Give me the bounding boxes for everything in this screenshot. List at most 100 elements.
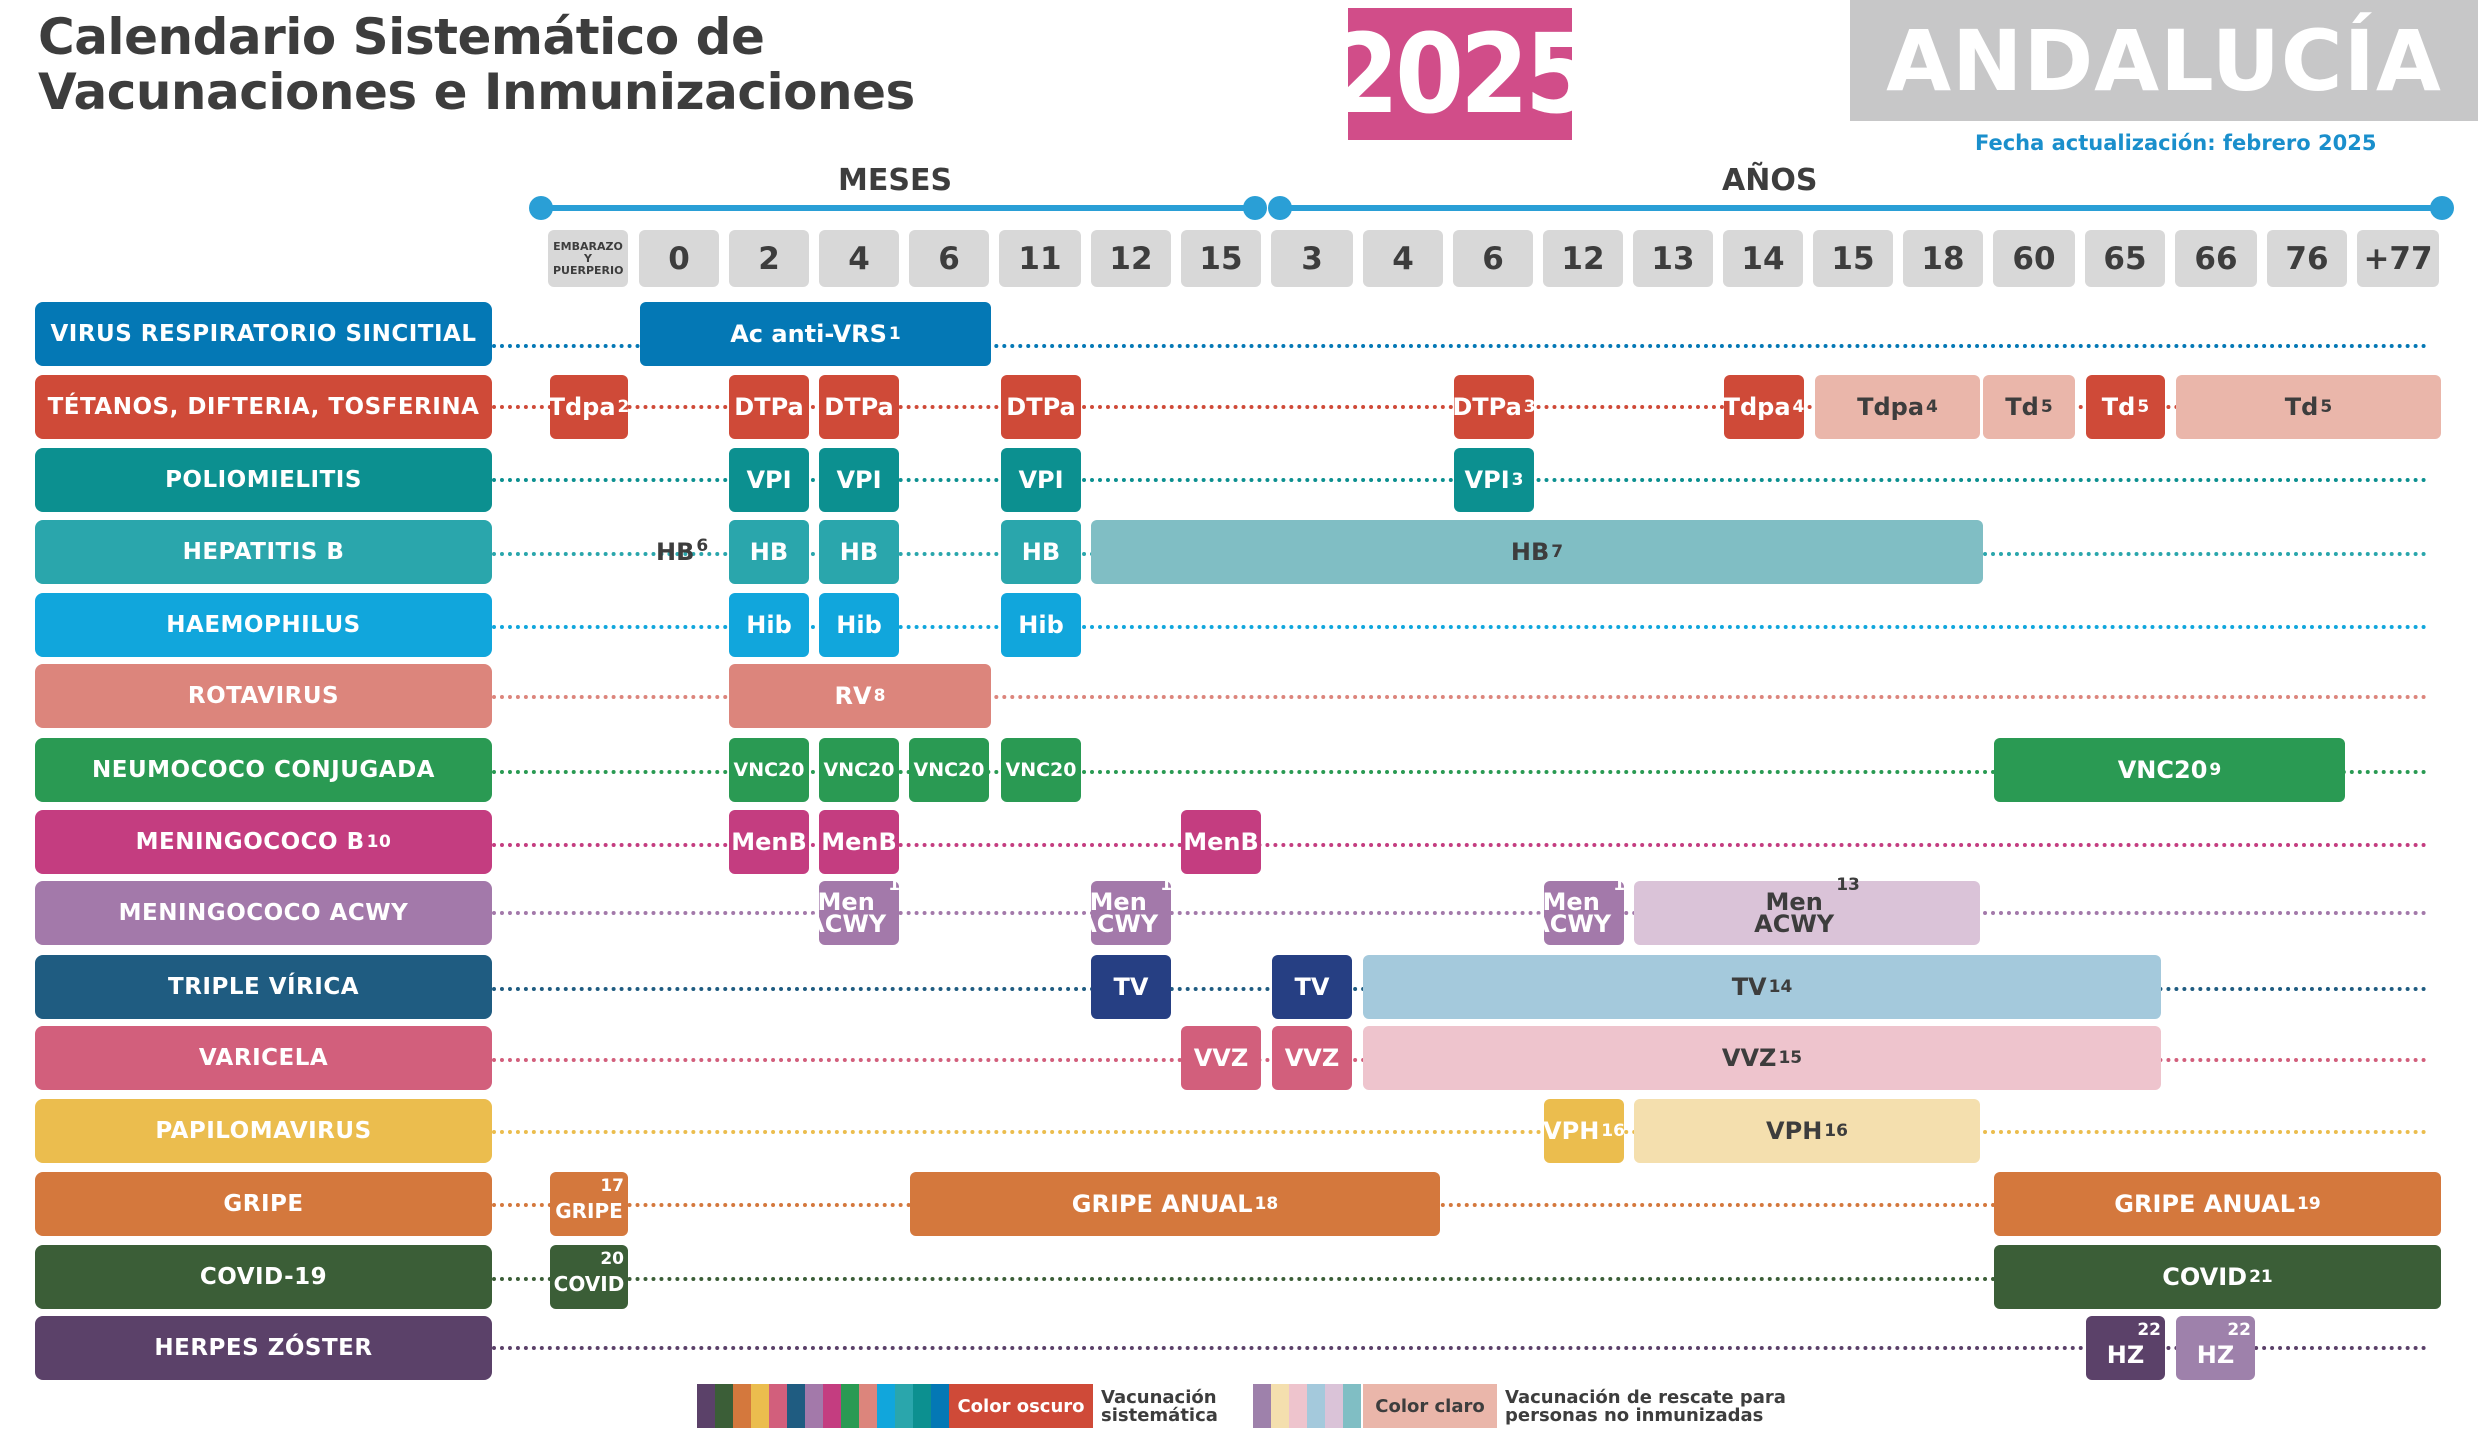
tick-year: 15	[1813, 230, 1893, 287]
vaccine-vph: VPH 16	[1543, 1099, 1625, 1163]
year-badge: 2025	[1330, 8, 1594, 140]
legend-swatch	[805, 1384, 823, 1428]
row-label-hepatitis-b: HEPATITIS B	[35, 520, 492, 584]
vaccine-hb: HB	[729, 520, 809, 584]
tick-month: 6	[909, 230, 989, 287]
legend-swatch	[733, 1384, 751, 1428]
vaccine-tv: TV	[1091, 955, 1171, 1019]
row-line	[492, 770, 2428, 774]
vaccine-vrs: Ac anti-VRS 1	[640, 302, 991, 366]
vaccine-hz: HZ 22	[2086, 1316, 2165, 1380]
vaccine-hb: HB	[1001, 520, 1081, 584]
region-banner: ANDALUCÍA	[1850, 0, 2478, 121]
axis-dot	[2430, 196, 2454, 220]
row-label-triple-virica: TRIPLE VÍRICA	[35, 955, 492, 1019]
axis-dot	[529, 196, 553, 220]
vaccine-hb: HB	[819, 520, 899, 584]
vaccine-vpi-6-anos: VPI 3	[1454, 448, 1534, 512]
page-title: Calendario Sistemático de Vacunaciones e…	[38, 10, 915, 120]
tick-year: 60	[1993, 230, 2075, 287]
vaccine-men-acwy: Men ACWY 11	[806, 877, 912, 945]
row-label-covid: COVID-19	[35, 1245, 492, 1309]
legend-swatch	[787, 1384, 805, 1428]
vaccine-dtpa-6-anos: DTPa 3	[1452, 375, 1536, 439]
vaccine-men-acwy-12-anos: Men ACWY 13	[1531, 877, 1637, 945]
tick-year: +77	[2357, 230, 2439, 287]
legend-swatch	[1271, 1384, 1289, 1428]
title-line-2: Vacunaciones e Inmunizaciones	[38, 63, 915, 121]
vaccine-tv: TV	[1272, 955, 1352, 1019]
vaccine-hib: Hib	[1001, 593, 1081, 657]
vaccine-men-acwy-rescate: Men ACWY 13	[1634, 877, 1980, 945]
vaccine-vnc20: VNC20	[819, 738, 899, 802]
tick-month: 12	[1091, 230, 1171, 287]
vaccine-menb: MenB	[729, 810, 809, 874]
axis-dot	[1268, 196, 1292, 220]
row-line	[492, 1277, 2428, 1281]
legend-swatch	[751, 1384, 769, 1428]
row-label-neumococo: NEUMOCOCO CONJUGADA	[35, 738, 492, 802]
vaccine-tdpa-14-anos: Tdpa 4	[1724, 375, 1804, 439]
title-line-1: Calendario Sistemático de	[38, 8, 765, 66]
row-label-vrs: VIRUS RESPIRATORIO SINCITIAL	[35, 302, 492, 366]
vaccine-vvz: VVZ	[1181, 1026, 1261, 1090]
legend-swatch	[1307, 1384, 1325, 1428]
tick-embarazo: EMBARAZO Y PUERPERIO	[548, 230, 628, 287]
tick-month: 0	[639, 230, 719, 287]
row-label-rotavirus: ROTAVIRUS	[35, 664, 492, 728]
vaccine-tdpa-embarazo: Tdpa 2	[549, 375, 629, 439]
vaccine-dtpa: DTPa	[729, 375, 809, 439]
legend-swatch	[841, 1384, 859, 1428]
legend-swatch	[715, 1384, 733, 1428]
legend-light-desc: Vacunación de rescate para personas no i…	[1505, 1387, 1786, 1426]
vaccine-rv: RV 8	[729, 664, 991, 728]
tick-year: 66	[2175, 230, 2257, 287]
legend-swatch	[769, 1384, 787, 1428]
vaccine-covid-embarazo: COVID 20	[550, 1245, 628, 1309]
row-label-meningococo-b: MENINGOCOCO B 10	[35, 810, 492, 874]
tick-year: 3	[1271, 230, 1353, 287]
tick-month: 2	[729, 230, 809, 287]
vaccine-td-rescate: Td 5	[1983, 375, 2075, 439]
row-line	[492, 911, 2428, 915]
update-date: Fecha actualización: febrero 2025	[1975, 131, 2377, 155]
row-label-papilomavirus: PAPILOMAVIRUS	[35, 1099, 492, 1163]
tick-year: 65	[2085, 230, 2165, 287]
row-line	[492, 625, 2428, 629]
tick-year: 14	[1723, 230, 1803, 287]
vaccine-vnc20: VNC20	[1001, 738, 1081, 802]
vaccine-gripe-anual-infantil: GRIPE ANUAL 18	[910, 1172, 1440, 1236]
vaccine-dtpa: DTPa	[1001, 375, 1081, 439]
vaccine-hz-rescate: HZ 22	[2176, 1316, 2255, 1380]
axis-dot	[1243, 196, 1267, 220]
vaccine-hb-rescate: HB 7	[1091, 520, 1983, 584]
legend-swatch	[931, 1384, 949, 1428]
row-line	[492, 344, 2428, 348]
vaccine-vnc20: VNC20	[729, 738, 809, 802]
vaccine-td-rescate-mayores: Td 5	[2176, 375, 2441, 439]
vaccine-gripe-embarazo: GRIPE 17	[550, 1172, 628, 1236]
vaccine-menb: MenB	[819, 810, 899, 874]
vaccine-gripe-anual-adultos: GRIPE ANUAL 19	[1994, 1172, 2441, 1236]
row-line	[492, 843, 2428, 847]
months-label: MESES	[838, 163, 953, 198]
legend-swatch	[1325, 1384, 1343, 1428]
row-line	[492, 1130, 2428, 1134]
row-label-meningococo-acwy: MENINGOCOCO ACWY	[35, 881, 492, 945]
vaccine-vph-rescate: VPH 16	[1634, 1099, 1980, 1163]
legend-swatch	[859, 1384, 877, 1428]
legend-swatch	[697, 1384, 715, 1428]
legend-swatch	[913, 1384, 931, 1428]
tick-year: 12	[1543, 230, 1623, 287]
vaccine-vpi: VPI	[1001, 448, 1081, 512]
row-line	[492, 1203, 2428, 1207]
tick-year: 18	[1903, 230, 1983, 287]
vaccine-vvz-rescate: VVZ 15	[1363, 1026, 2161, 1090]
vaccine-covid-adultos: COVID 21	[1994, 1245, 2441, 1309]
years-axis-line	[1280, 205, 2442, 211]
years-label: AÑOS	[1722, 163, 1818, 198]
legend-dark-label: Color oscuro	[949, 1384, 1093, 1428]
vaccine-menb: MenB	[1181, 810, 1261, 874]
legend-swatch	[1289, 1384, 1307, 1428]
row-label-polio: POLIOMIELITIS	[35, 448, 492, 512]
